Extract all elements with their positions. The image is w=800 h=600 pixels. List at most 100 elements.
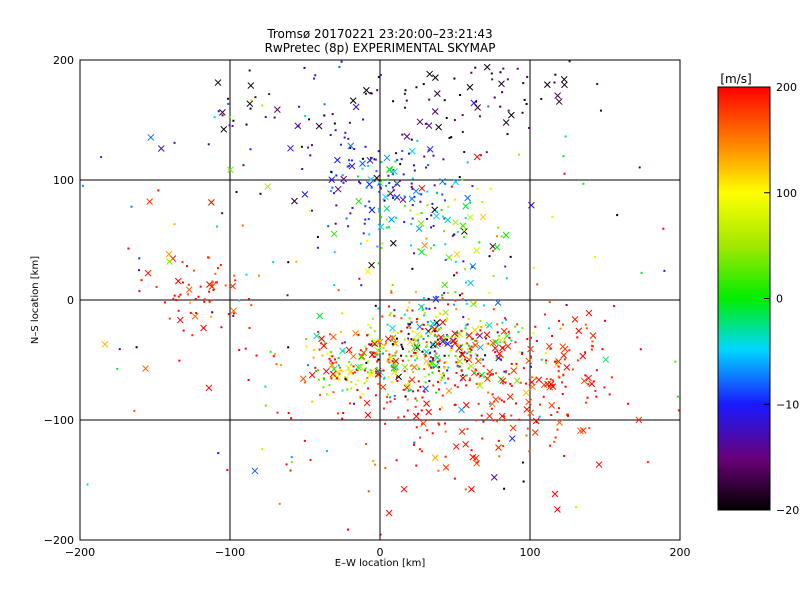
scatter-dot bbox=[340, 60, 343, 63]
scatter-cross bbox=[200, 324, 207, 332]
scatter-dot bbox=[377, 75, 380, 78]
scatter-dot bbox=[490, 72, 493, 75]
scatter-dot bbox=[366, 239, 369, 242]
scatter-dot bbox=[412, 338, 415, 341]
scatter-dot bbox=[397, 331, 400, 334]
scatter-dot bbox=[411, 187, 414, 190]
scatter-dot bbox=[424, 122, 427, 125]
scatter-dot bbox=[321, 354, 324, 357]
scatter-dot bbox=[499, 358, 502, 361]
scatter-dot bbox=[473, 343, 476, 346]
scatter-dot bbox=[361, 157, 364, 160]
scatter-cross bbox=[467, 279, 474, 287]
scatter-dot bbox=[224, 284, 227, 287]
scatter-dot bbox=[389, 400, 392, 403]
scatter-dot bbox=[377, 307, 380, 310]
scatter-dot bbox=[492, 308, 495, 311]
scatter-dot bbox=[488, 255, 491, 258]
scatter-dot bbox=[357, 379, 360, 382]
scatter-dot bbox=[344, 375, 347, 378]
scatter-dot bbox=[450, 185, 453, 188]
scatter-dot bbox=[355, 383, 358, 386]
scatter-dot bbox=[528, 450, 531, 453]
scatter-cross bbox=[412, 187, 420, 195]
scatter-dot bbox=[498, 455, 501, 458]
scatter-dot bbox=[197, 295, 200, 298]
scatter-cross bbox=[445, 254, 453, 261]
scatter-dot bbox=[353, 148, 356, 151]
scatter-dot bbox=[503, 400, 506, 403]
scatter-dot bbox=[551, 215, 554, 218]
scatter-dot bbox=[461, 373, 464, 376]
scatter-dot bbox=[410, 223, 413, 226]
scatter-dot bbox=[441, 376, 444, 379]
scatter-dot bbox=[524, 382, 527, 385]
scatter-cross bbox=[176, 316, 184, 324]
scatter-cross bbox=[585, 374, 592, 382]
scatter-dot bbox=[422, 83, 425, 86]
scatter-dot bbox=[330, 376, 333, 379]
scatter-cross bbox=[509, 424, 517, 432]
scatter-dot bbox=[434, 306, 437, 309]
scatter-dot bbox=[584, 351, 587, 354]
scatter-cross bbox=[208, 198, 215, 206]
scatter-dot bbox=[447, 303, 450, 306]
scatter-dot bbox=[163, 301, 166, 304]
scatter-dot bbox=[474, 66, 477, 69]
scatter-cross bbox=[417, 220, 425, 227]
scatter-dot bbox=[339, 143, 342, 146]
scatter-dot bbox=[211, 280, 214, 283]
scatter-dot bbox=[391, 343, 394, 346]
scatter-dot bbox=[396, 376, 399, 379]
scatter-dot bbox=[216, 225, 219, 228]
scatter-dot bbox=[342, 181, 345, 184]
scatter-dot bbox=[309, 458, 312, 461]
scatter-dot bbox=[317, 378, 320, 381]
scatter-dot bbox=[456, 231, 459, 234]
scatter-dot bbox=[469, 354, 472, 357]
scatter-dot bbox=[447, 377, 450, 380]
scatter-dot bbox=[433, 184, 436, 187]
scatter-dot bbox=[118, 348, 121, 351]
scatter-dot bbox=[415, 86, 418, 89]
scatter-cross bbox=[560, 351, 568, 359]
scatter-dot bbox=[356, 368, 359, 371]
scatter-dot bbox=[417, 339, 420, 342]
scatter-cross bbox=[477, 344, 484, 351]
scatter-dot bbox=[469, 350, 472, 353]
scatter-dot bbox=[317, 369, 320, 372]
scatter-cross bbox=[471, 326, 479, 334]
scatter-dot bbox=[369, 326, 372, 329]
scatter-dot bbox=[420, 193, 423, 196]
scatter-dot bbox=[396, 158, 399, 161]
scatter-dot bbox=[425, 307, 428, 310]
scatter-cross bbox=[476, 382, 484, 389]
scatter-dot bbox=[81, 184, 84, 187]
scatter-dot bbox=[394, 183, 397, 186]
scatter-dot bbox=[388, 361, 391, 364]
scatter-dot bbox=[395, 152, 398, 155]
scatter-dot bbox=[64, 339, 66, 341]
scatter-cross bbox=[439, 318, 447, 326]
scatter-dot bbox=[438, 366, 441, 369]
scatter-dot bbox=[557, 375, 560, 378]
scatter-dot bbox=[594, 389, 597, 392]
scatter-dot bbox=[328, 384, 331, 387]
scatter-dot bbox=[133, 409, 136, 412]
scatter-dot bbox=[438, 408, 441, 411]
scatter-dot bbox=[417, 412, 420, 415]
scatter-dot bbox=[351, 206, 354, 209]
scatter-cross bbox=[367, 176, 375, 183]
scatter-dot bbox=[319, 393, 322, 396]
scatter-dot bbox=[404, 89, 407, 92]
scatter-dot bbox=[408, 323, 411, 326]
scatter-cross bbox=[462, 401, 470, 409]
scatter-dot bbox=[407, 359, 410, 362]
scatter-dot bbox=[379, 74, 382, 77]
scatter-dot bbox=[403, 195, 406, 198]
scatter-cross bbox=[411, 344, 418, 352]
scatter-dot bbox=[470, 345, 473, 348]
x-tick-label: 200 bbox=[670, 546, 691, 559]
scatter-dot bbox=[374, 355, 377, 358]
